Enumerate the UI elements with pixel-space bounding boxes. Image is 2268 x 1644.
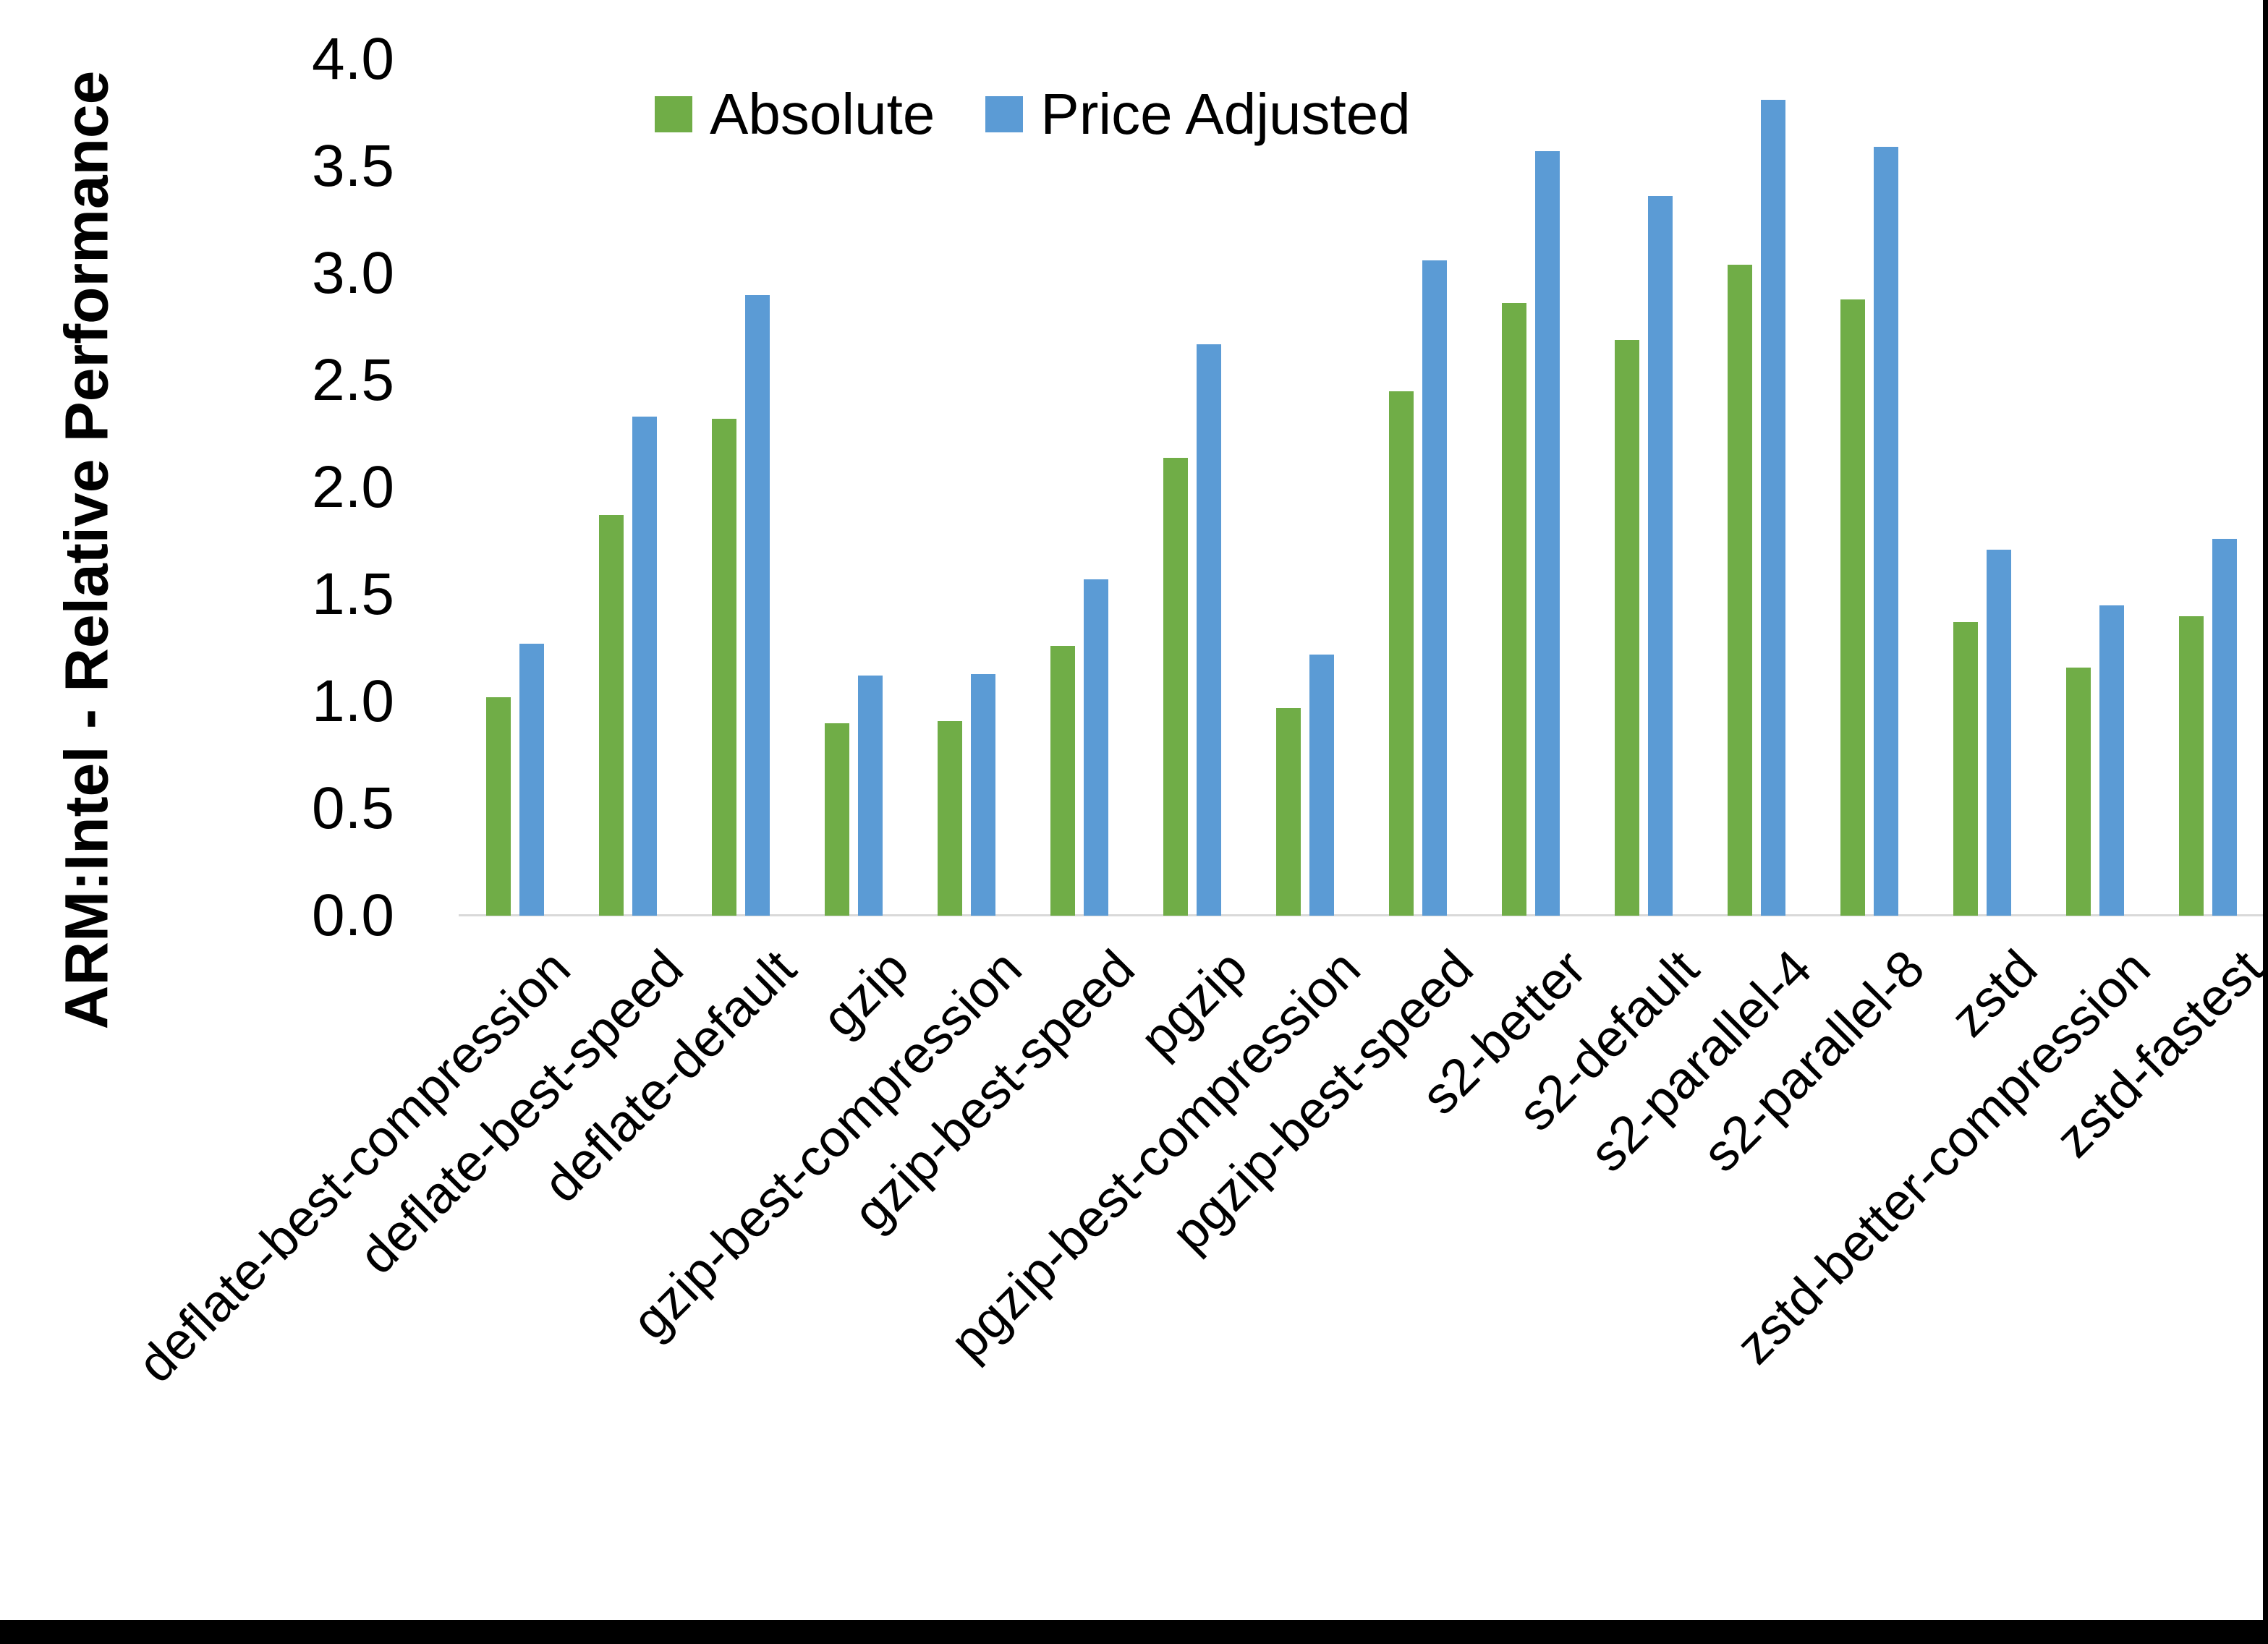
bar-absolute-gzip-best-speed xyxy=(1050,646,1075,916)
bar-absolute-gzip-best-compression xyxy=(938,721,962,916)
bar-price-adjusted-gzip xyxy=(858,676,883,916)
bar-absolute-pgzip-best-compression xyxy=(1276,708,1301,916)
bar-price-adjusted-pgzip-best-speed xyxy=(1422,260,1447,916)
y-tick-label: 3.0 xyxy=(312,240,394,306)
bar-absolute-pgzip-best-speed xyxy=(1389,391,1414,916)
bar-absolute-deflate-best-speed xyxy=(599,515,624,916)
legend-entry-absolute: Absolute xyxy=(655,81,935,148)
bar-absolute-gzip xyxy=(825,723,849,916)
bar-absolute-s2-parallel-8 xyxy=(1840,299,1865,916)
bar-price-adjusted-zstd-fastest xyxy=(2212,539,2237,916)
y-tick-label: 1.0 xyxy=(312,668,394,734)
bar-absolute-deflate-best-compression xyxy=(486,697,511,916)
bar-absolute-s2-better xyxy=(1502,303,1526,916)
bar-absolute-pgzip xyxy=(1163,458,1188,916)
bar-price-adjusted-zstd xyxy=(1987,550,2011,916)
bar-absolute-zstd xyxy=(1953,622,1978,916)
bar-price-adjusted-deflate-best-speed xyxy=(632,417,657,916)
legend-swatch-price-adjusted xyxy=(985,96,1024,132)
legend: Absolute Price Adjusted xyxy=(655,81,1411,148)
bar-price-adjusted-gzip-best-speed xyxy=(1084,579,1108,916)
y-tick-label: 0.5 xyxy=(312,775,394,841)
bar-absolute-zstd-fastest xyxy=(2179,616,2204,916)
bar-price-adjusted-deflate-best-compression xyxy=(519,644,544,916)
bar-absolute-deflate-default xyxy=(712,419,736,916)
y-axis-title: ARM:Intel - Relative Performance xyxy=(52,70,121,1029)
legend-entry-price-adjusted: Price Adjusted xyxy=(985,81,1411,148)
bar-price-adjusted-s2-better xyxy=(1535,151,1560,916)
bar-absolute-s2-parallel-4 xyxy=(1728,265,1752,916)
y-tick-label: 3.5 xyxy=(312,133,394,199)
bar-price-adjusted-s2-default xyxy=(1648,196,1673,916)
x-axis-line xyxy=(459,914,2264,916)
bar-price-adjusted-pgzip-best-compression xyxy=(1309,655,1334,916)
legend-label-absolute: Absolute xyxy=(710,82,935,146)
bar-price-adjusted-deflate-default xyxy=(745,295,770,916)
screenshot-right-edge xyxy=(2263,0,2268,1644)
bar-price-adjusted-zstd-better-compression xyxy=(2099,605,2124,916)
bar-absolute-s2-default xyxy=(1615,340,1639,916)
bar-price-adjusted-s2-parallel-4 xyxy=(1761,100,1785,916)
legend-swatch-absolute xyxy=(655,96,692,132)
y-tick-label: 2.0 xyxy=(312,454,394,520)
y-tick-label: 1.5 xyxy=(312,561,394,627)
y-axis-title-container: ARM:Intel - Relative Performance xyxy=(22,14,152,1085)
y-tick-label: 2.5 xyxy=(312,347,394,413)
bar-price-adjusted-gzip-best-compression xyxy=(971,674,995,916)
x-category-label-deflate-best-compression: deflate-best-compression xyxy=(127,939,582,1394)
bar-absolute-zstd-better-compression xyxy=(2066,668,2091,916)
screenshot-bottom-edge xyxy=(0,1620,2268,1644)
y-tick-label: 0.0 xyxy=(312,882,394,948)
y-tick-label: 4.0 xyxy=(312,26,394,92)
bar-price-adjusted-pgzip xyxy=(1197,344,1221,916)
legend-label-price-adjusted: Price Adjusted xyxy=(1040,82,1411,146)
bar-price-adjusted-s2-parallel-8 xyxy=(1874,147,1898,916)
